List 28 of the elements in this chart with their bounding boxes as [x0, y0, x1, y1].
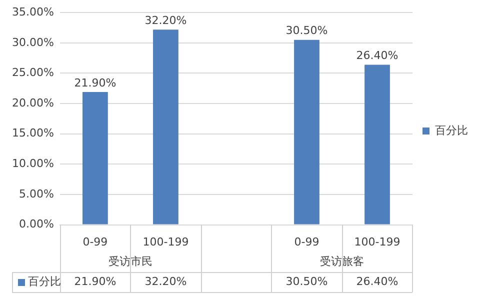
bar [294, 40, 320, 224]
text: 百分比 [28, 274, 61, 288]
y-tick-label: 25.00% [12, 66, 54, 80]
x-tick-label: 100-199 [354, 235, 400, 248]
text: 30.50% [286, 24, 328, 38]
y-tick-label: 15.00% [12, 126, 54, 140]
y-tick-label: 30.00% [12, 36, 54, 49]
y-tick-label: 20.00% [12, 96, 54, 110]
data-label: 32.20% [144, 274, 187, 288]
text: 受访旅客 [320, 254, 364, 268]
x-tick-label: 0-99 [294, 235, 320, 248]
y-tick-label: 0.00% [18, 218, 54, 231]
y-tick-label: 5.00% [18, 187, 54, 200]
bar [153, 30, 178, 224]
text: 32.20% [144, 14, 187, 27]
x-tick-label: 0-99 [82, 235, 108, 248]
y-tick-label: 35.00% [12, 5, 54, 18]
legend-label: 百分比 [435, 124, 468, 137]
text: 26.40% [356, 49, 398, 62]
text: 21.90% [74, 76, 116, 90]
data-label: 21.90% [74, 274, 116, 288]
data-label: 26.40% [356, 274, 398, 288]
text: 受访市民 [108, 254, 152, 268]
data-label: 30.50% [286, 274, 328, 288]
bar [82, 92, 108, 224]
bar [364, 64, 390, 224]
x-tick-label: 100-199 [142, 235, 189, 248]
y-tick-label: 10.00% [12, 157, 54, 170]
